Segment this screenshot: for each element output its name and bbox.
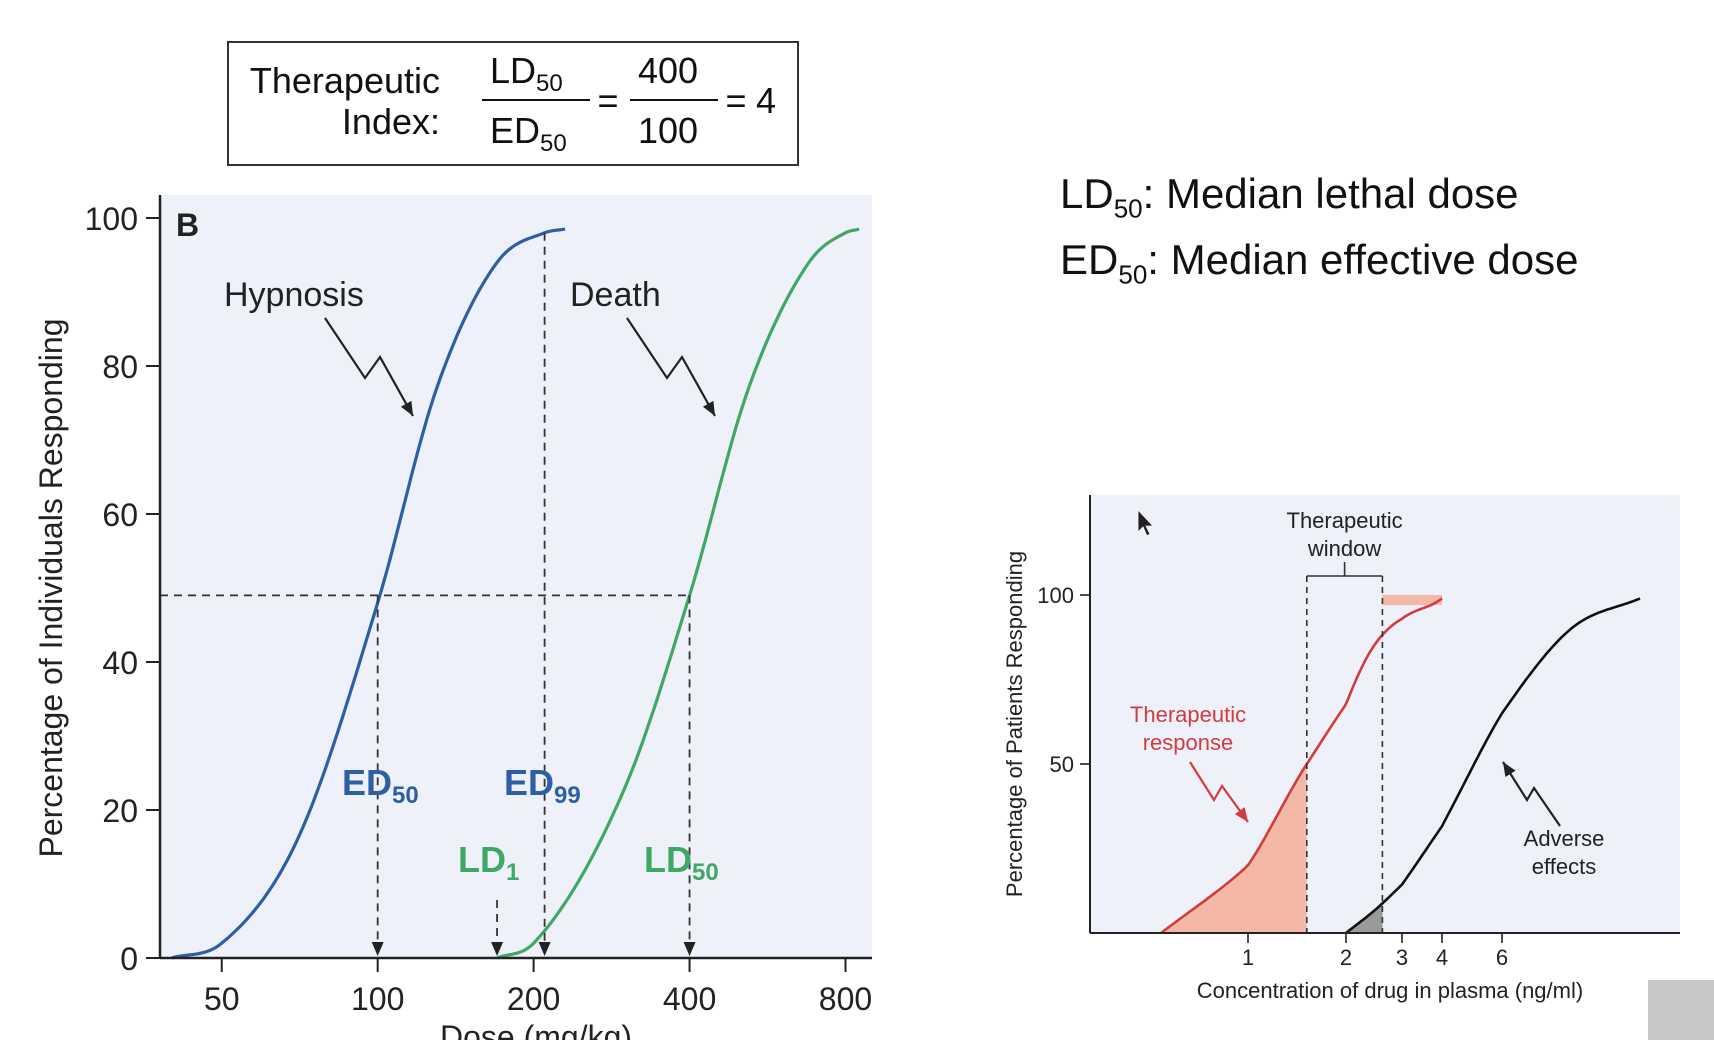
arrow-death bbox=[626, 317, 716, 417]
curve-adverse-effects bbox=[1345, 597, 1641, 935]
arrow-adverse-effects-line bbox=[1502, 761, 1561, 827]
x-tick-label-2: 1 bbox=[1242, 945, 1254, 970]
marker-ld50: LD50 bbox=[644, 839, 719, 886]
arrow-ed50 bbox=[371, 942, 384, 956]
arrow-hypnosis-line bbox=[324, 317, 414, 417]
arrow-therapeutic-response-head bbox=[1234, 807, 1248, 822]
fill-therapeutic-above-window bbox=[1382, 595, 1442, 606]
arrow-ld50 bbox=[683, 942, 696, 956]
ti-label-line2: Index: bbox=[342, 101, 440, 142]
y-tick-label: 100 bbox=[85, 201, 138, 237]
arrow-hypnosis-head bbox=[400, 400, 413, 416]
fill-adverse-in-window bbox=[1346, 903, 1383, 933]
ti-num-value: 400 bbox=[638, 50, 698, 91]
x-tick-label: 100 bbox=[351, 981, 404, 1017]
y-tick-label: 0 bbox=[120, 941, 138, 977]
x-axis-label-2: Concentration of drug in plasma (ng/ml) bbox=[1197, 978, 1583, 1003]
label-therapeutic-response-line1: Therapeutic bbox=[1130, 702, 1246, 727]
label-adverse-effects-line2: effects bbox=[1532, 854, 1596, 879]
marker-ed50: ED50 bbox=[342, 762, 419, 809]
ti-denominator: ED50 bbox=[490, 110, 567, 157]
ti-result: 4 bbox=[756, 80, 776, 121]
y-tick-label: 80 bbox=[102, 349, 138, 385]
label-adverse-effects-line1: Adverse bbox=[1524, 826, 1605, 851]
definition-ld50: LD50: Median lethal dose bbox=[1060, 170, 1519, 224]
arrow-therapeutic-response bbox=[1189, 761, 1249, 823]
arrow-hypnosis bbox=[324, 317, 414, 417]
y-tick-label: 40 bbox=[102, 645, 138, 681]
y-axis-label: Percentage of Individuals Responding bbox=[33, 318, 69, 857]
dose-response-chart: 0 20 40 60 80 100 50 100 200 400 800 Percentage of … bbox=[33, 195, 872, 1045]
x-tick-label-2: 2 bbox=[1340, 945, 1352, 970]
window-label-line2: window bbox=[1307, 536, 1381, 561]
arrow-ed99 bbox=[538, 942, 551, 956]
arrow-ld1 bbox=[491, 942, 504, 956]
ti-label-line1: Therapeutic bbox=[250, 60, 440, 101]
mouse-cursor-icon bbox=[1137, 508, 1154, 537]
fill-therapeutic-below-window bbox=[1161, 764, 1307, 933]
arrow-death-head bbox=[702, 400, 715, 416]
curve-hypnosis bbox=[171, 227, 566, 960]
x-tick-label-2: 6 bbox=[1496, 945, 1508, 970]
x-axis-label: Dose (mg/kg) bbox=[440, 1019, 632, 1040]
ti-equals-1: = bbox=[597, 80, 618, 121]
y-tick-label: 20 bbox=[102, 793, 138, 829]
x-tick-label-2: 3 bbox=[1396, 945, 1408, 970]
plot-area-2 bbox=[1090, 495, 1680, 933]
x-tick-label: 400 bbox=[663, 981, 716, 1017]
ti-equals-2: = bbox=[725, 80, 746, 121]
label-death: Death bbox=[570, 276, 661, 314]
arrow-adverse-effects bbox=[1502, 761, 1561, 827]
definition-ed50: ED50: Median effective dose bbox=[1060, 236, 1579, 290]
plot-area bbox=[160, 195, 872, 958]
therapeutic-window-chart: Therapeutic window 50 100 1 2 3 4 6 Concentration… bbox=[1002, 495, 1680, 1003]
marker-ld1: LD1 bbox=[458, 839, 519, 886]
ti-den-value: 100 bbox=[638, 110, 698, 151]
x-tick-label: 800 bbox=[819, 981, 872, 1017]
x-tick-label-2: 4 bbox=[1436, 945, 1448, 970]
arrow-adverse-effects-head bbox=[1503, 762, 1516, 778]
arrow-death-line bbox=[626, 317, 716, 417]
y-axis-label-2: Percentage of Patients Responding bbox=[1002, 551, 1027, 897]
y-tick-label: 60 bbox=[102, 497, 138, 533]
y-tick-label-2: 100 bbox=[1037, 583, 1074, 608]
x-tick-label: 200 bbox=[507, 981, 560, 1017]
y-tick-label-2: 50 bbox=[1050, 752, 1074, 777]
marker-ed99: ED99 bbox=[504, 762, 581, 809]
window-label-line1: Therapeutic bbox=[1287, 508, 1403, 533]
label-hypnosis: Hypnosis bbox=[224, 276, 364, 314]
curve-death bbox=[496, 227, 860, 960]
corner-overlay bbox=[1648, 980, 1714, 1040]
panel-label: B bbox=[176, 207, 199, 243]
x-tick-label: 50 bbox=[204, 981, 240, 1017]
therapeutic-index-box: Therapeutic Index: LD50 ED50 = 400 100 =… bbox=[227, 41, 799, 166]
label-therapeutic-response-line2: response bbox=[1143, 730, 1234, 755]
ti-numerator: LD50 bbox=[490, 50, 563, 97]
arrow-therapeutic-response-line bbox=[1189, 761, 1249, 823]
definitions-block: LD50: Median lethal dose ED50: Median ef… bbox=[1060, 168, 1578, 301]
curve-therapeutic-response bbox=[1160, 597, 1443, 935]
